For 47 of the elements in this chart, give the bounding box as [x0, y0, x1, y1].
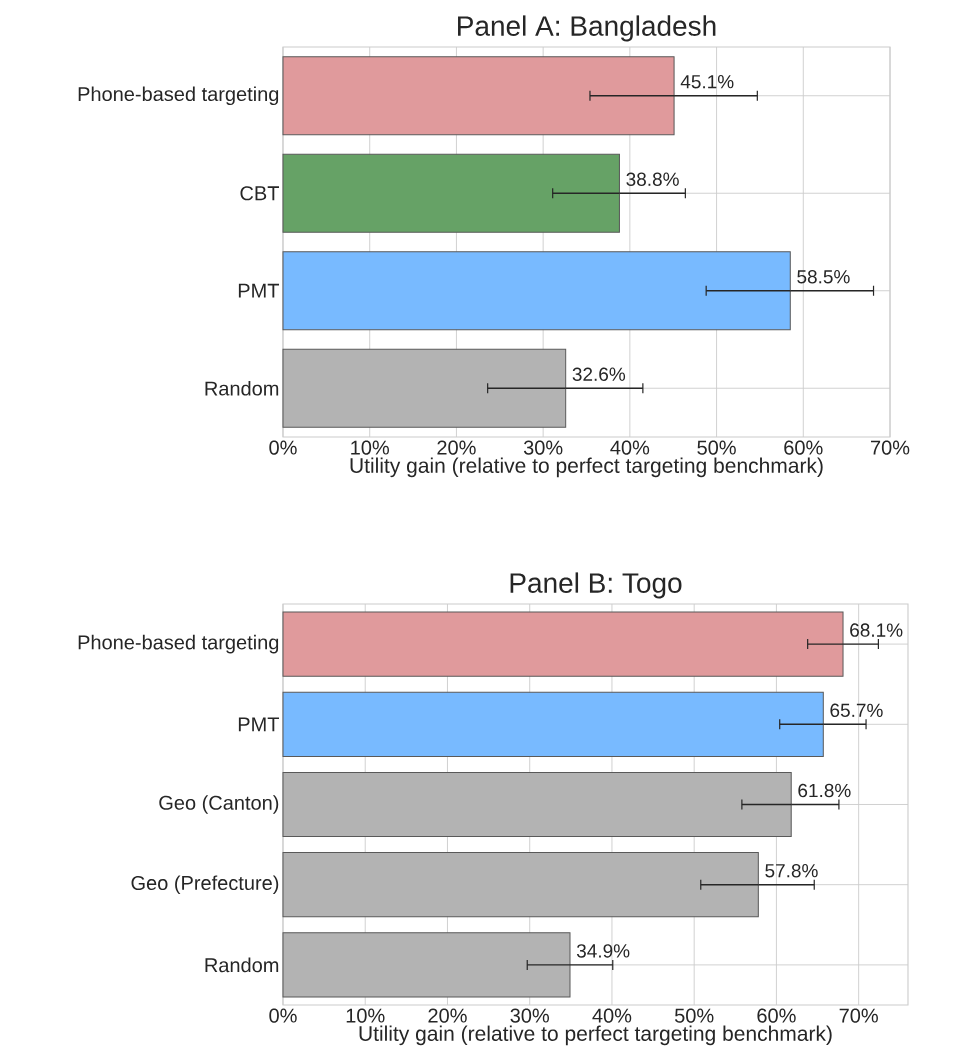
chart-title: Panel A: Bangladesh	[458, 15, 716, 42]
y-tick-label: Random	[205, 380, 279, 396]
x-tick-label: 30%	[523, 440, 563, 455]
x-tick-label: 30%	[510, 1008, 549, 1023]
x-tick-label: 0%	[269, 440, 297, 455]
chart-title: Panel B: Togo	[510, 572, 682, 599]
bar	[282, 611, 844, 677]
y-tick-label: Geo (Canton)	[159, 795, 279, 814]
bar	[282, 932, 571, 998]
x-tick-label: 50%	[674, 1008, 714, 1023]
x-tick-label: 0%	[269, 1008, 297, 1023]
x-tick-label: 50%	[697, 440, 736, 455]
x-tick-label: 70%	[839, 1008, 878, 1023]
x-tick-label: 20%	[437, 440, 476, 455]
y-tick-label: Phone-based targeting	[78, 86, 279, 106]
data-label: 61.8%	[798, 783, 851, 798]
y-tick-label: CBT	[240, 186, 280, 201]
data-label: 58.5%	[797, 270, 850, 284]
bar	[282, 56, 675, 136]
data-label: 45.1%	[680, 75, 734, 89]
bar	[282, 691, 824, 757]
x-axis-title: Utility gain (relative to perfect targeting benchmark)	[359, 1025, 832, 1046]
y-tick-label: PMT	[238, 717, 280, 732]
data-label: 34.9%	[576, 944, 630, 958]
x-tick-label: 40%	[592, 1008, 632, 1023]
y-tick-label: Phone-based targeting	[78, 634, 279, 654]
x-tick-label: 60%	[757, 1008, 796, 1023]
y-tick-label: Random	[205, 957, 279, 973]
x-tick-label: 20%	[428, 1008, 467, 1023]
x-tick-label: 10%	[351, 440, 389, 455]
bar	[282, 251, 791, 331]
x-tick-label: 40%	[610, 440, 650, 455]
bar	[282, 348, 567, 428]
bar	[282, 771, 792, 838]
x-axis-title: Utility gain (relative to perfect targeting benchmark)	[350, 457, 823, 478]
y-tick-label: PMT	[238, 283, 280, 298]
data-label: 65.7%	[830, 703, 883, 718]
x-tick-label: 10%	[346, 1008, 385, 1023]
bar	[282, 852, 759, 918]
y-tick-label: Geo (Prefecture)	[131, 875, 279, 895]
data-label: 68.1%	[850, 623, 903, 637]
data-label: 32.6%	[572, 367, 626, 381]
x-tick-label: 60%	[784, 440, 823, 455]
data-label: 57.8%	[765, 863, 818, 878]
bar	[282, 153, 620, 233]
data-label: 38.8%	[626, 172, 679, 186]
x-tick-label: 70%	[871, 440, 910, 455]
